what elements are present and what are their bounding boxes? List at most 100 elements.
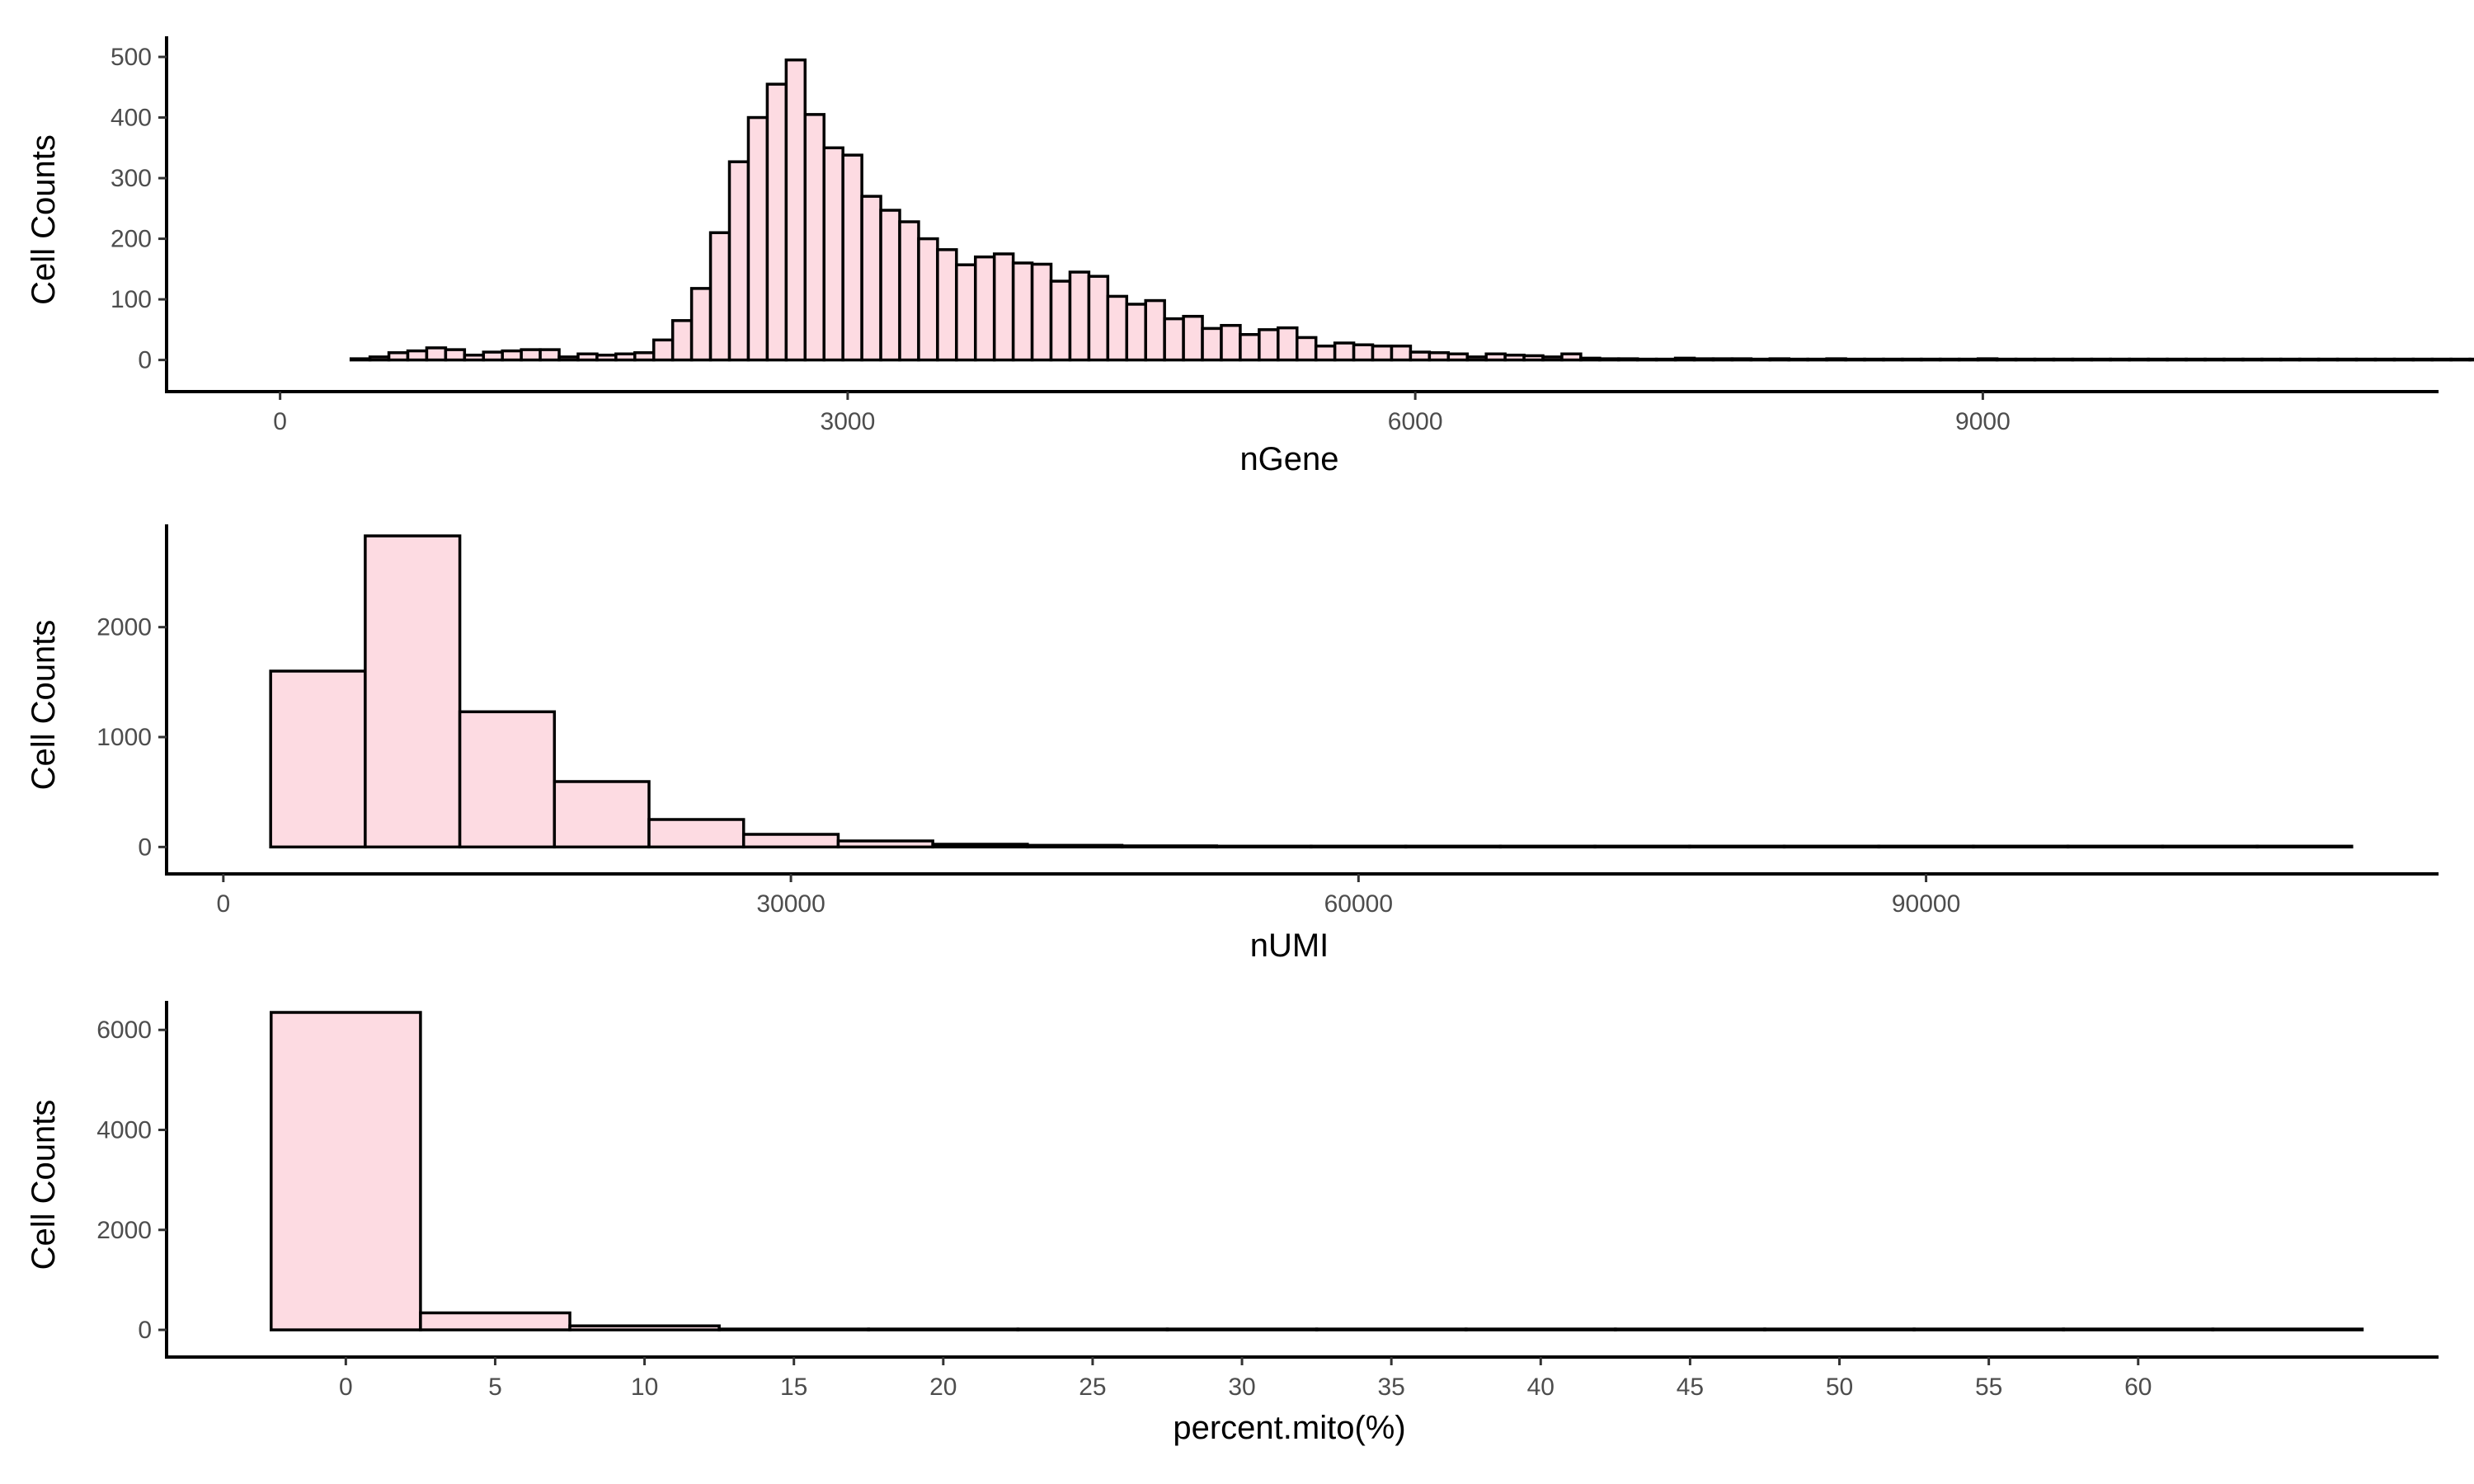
- ngene-bar: [898, 220, 920, 362]
- numi-bar: [1688, 844, 1786, 849]
- ngene-bar: [1844, 357, 1866, 362]
- ngene-bar: [2052, 357, 2075, 362]
- mito-bar: [1315, 1327, 1468, 1331]
- numi-bar: [553, 780, 651, 849]
- numi-x-tick-label: 0: [216, 890, 230, 918]
- ngene-bar: [1087, 275, 1110, 362]
- mito-x-tick-label: 55: [1975, 1374, 2002, 1401]
- ngene-x-axis-title: nGene: [1239, 441, 1338, 477]
- ngene-bar: [708, 231, 731, 362]
- ngene-bar: [614, 352, 637, 362]
- ngene-bar: [1673, 356, 1696, 362]
- mito-bar: [2062, 1327, 2215, 1331]
- ngene-bar: [1579, 356, 1602, 362]
- ngene-y-tick-label: 200: [111, 226, 152, 253]
- ngene-bar: [2298, 357, 2321, 362]
- ngene-bar: [633, 351, 656, 362]
- ngene-y-tick-label: 100: [111, 286, 152, 313]
- ngene-bar: [1277, 326, 1299, 362]
- mito-bar: [1016, 1327, 1169, 1331]
- mito-bar: [1464, 1327, 1617, 1331]
- ngene-bar: [2128, 357, 2150, 362]
- ngene-bar: [444, 348, 467, 362]
- mito-x-tick-label: 45: [1677, 1374, 1704, 1401]
- mito-x-axis-title: percent.mito(%): [1173, 1410, 1405, 1446]
- ngene-bar: [1920, 357, 1942, 362]
- ngene-x-tick-label: 6000: [1388, 408, 1443, 435]
- ngene-bar: [2222, 357, 2245, 362]
- ngene-bar: [2316, 357, 2340, 362]
- numi-bar: [1593, 844, 1691, 849]
- ngene-bar: [2166, 357, 2188, 362]
- ngene-y-tick-label: 0: [138, 347, 152, 374]
- numi-y-tick-label: 2000: [96, 614, 152, 641]
- ngene-bar: [1409, 350, 1432, 362]
- numi-bar: [2255, 844, 2354, 849]
- ngene-y-axis-title: Cell Counts: [26, 134, 62, 305]
- ngene-bar: [1125, 303, 1147, 362]
- mito-x-tick-label: 25: [1079, 1374, 1106, 1401]
- numi-bar: [931, 843, 1029, 849]
- mito-y-tick-label: 2000: [96, 1217, 152, 1244]
- ngene-bar: [2335, 357, 2359, 362]
- mito-y-tick-label: 4000: [96, 1117, 152, 1144]
- ngene-bar: [1182, 314, 1204, 362]
- ngene-bar: [670, 319, 694, 362]
- numi-bar: [1498, 844, 1597, 849]
- ngene-bar: [1484, 352, 1507, 362]
- ngene-bar: [2071, 357, 2094, 362]
- numi-bar: [1310, 844, 1408, 849]
- numi-bar: [1026, 843, 1124, 849]
- ngene-bar: [1163, 317, 1185, 362]
- ngene-bar: [425, 346, 448, 362]
- ngene-y-tick-label: 300: [111, 165, 152, 192]
- ngene-bar: [2090, 357, 2113, 362]
- mito-bar: [568, 1324, 721, 1331]
- numi-x-tick-label: 90000: [1892, 890, 1960, 918]
- numi-y-tick-label: 0: [138, 834, 152, 861]
- ngene-bar: [1030, 262, 1053, 362]
- ngene-bar: [1901, 357, 1923, 362]
- ngene-bar: [2411, 357, 2434, 362]
- mito-histogram-panel: 0 2000 4000 6000 0 5 10 15 20 25 30 35 40 45 50 55 60 per…: [26, 1001, 2439, 1446]
- ngene-bar: [2033, 357, 2056, 362]
- numi-x-axis-title: nUMI: [1250, 928, 1329, 964]
- ngene-bar: [2468, 357, 2474, 362]
- ngene-bar: [368, 355, 391, 362]
- ngene-bar: [1939, 357, 1961, 362]
- mito-x-tick-label: 60: [2124, 1374, 2152, 1401]
- numi-y-tick-label: 1000: [96, 724, 152, 751]
- ngene-bar: [1106, 294, 1129, 362]
- ngene-bar: [765, 82, 788, 362]
- ngene-bar: [1390, 344, 1413, 362]
- ngene-bar: [557, 355, 580, 362]
- numi-bar: [647, 818, 745, 849]
- ngene-bar: [1863, 357, 1885, 362]
- ngene-bar: [1201, 326, 1223, 362]
- ngene-bar: [463, 353, 486, 362]
- ngene-bar: [1503, 353, 1526, 362]
- numi-bar: [269, 669, 367, 849]
- mito-bar: [270, 1011, 422, 1331]
- ngene-bar: [2185, 357, 2207, 362]
- numi-bar: [1120, 844, 1219, 849]
- ngene-bar: [727, 160, 750, 362]
- ngene-bar: [1239, 332, 1261, 362]
- mito-x-tick-label: 50: [1826, 1374, 1853, 1401]
- ngene-bar: [860, 195, 882, 362]
- ngene-bar: [1522, 354, 1545, 362]
- ngene-bar: [387, 351, 410, 362]
- numi-y-axis-title: Cell Counts: [26, 620, 62, 791]
- ngene-bar: [482, 350, 504, 362]
- ngene-bar: [595, 353, 618, 362]
- ngene-bar: [520, 348, 542, 362]
- ngene-bar: [2241, 357, 2264, 362]
- ngene-bar: [822, 146, 844, 362]
- numi-bar: [1782, 844, 1880, 849]
- ngene-x-tick-label: 9000: [1955, 408, 2011, 435]
- ngene-histogram-panel: 0 100 200 300 400 500 0 3000 6000 9000 nGene Cell C…: [26, 36, 2474, 477]
- ngene-bar: [936, 248, 958, 362]
- ngene-bar: [1654, 357, 1677, 362]
- ngene-bar: [1749, 357, 1772, 362]
